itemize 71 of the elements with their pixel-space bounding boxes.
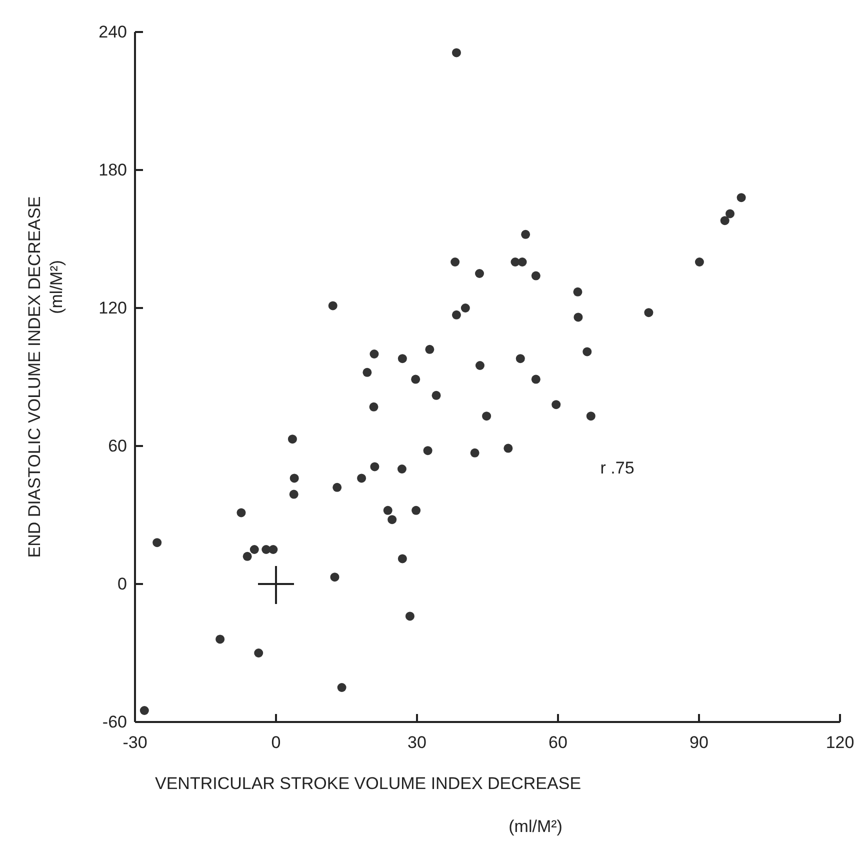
x-tick-label: 120 — [826, 733, 854, 752]
point — [412, 506, 421, 515]
point — [268, 545, 278, 554]
point — [397, 464, 406, 474]
point — [432, 390, 441, 400]
point — [475, 361, 484, 370]
annotation: r .75 — [600, 458, 634, 478]
point — [644, 308, 654, 318]
point — [328, 301, 338, 310]
point — [736, 193, 746, 202]
point — [330, 572, 340, 582]
point — [573, 287, 582, 296]
point — [452, 48, 461, 58]
point — [388, 515, 397, 524]
point — [242, 552, 252, 561]
point — [516, 354, 525, 364]
point — [370, 462, 380, 472]
point — [290, 474, 299, 483]
point — [250, 545, 259, 554]
text: VENTRICULAR STROKE VOLUME INDEX DECREASE (ml/M²) — [155, 774, 582, 836]
point — [337, 683, 346, 692]
point — [586, 412, 596, 421]
point — [236, 508, 246, 518]
point — [258, 566, 294, 604]
point — [470, 448, 480, 458]
point — [582, 347, 592, 356]
point — [531, 374, 540, 384]
x-tick-label: -30 — [122, 733, 148, 752]
y-axis-title: END DIASTOLIC VOLUME INDEX DECREASE (ml/M²) — [25, 196, 66, 558]
point — [254, 648, 264, 658]
point — [726, 209, 735, 218]
point — [531, 271, 540, 280]
point — [383, 506, 392, 515]
point — [289, 490, 298, 499]
point — [398, 354, 407, 364]
y-tick-label: 180 — [98, 160, 127, 180]
point — [362, 368, 372, 377]
point — [398, 554, 407, 564]
point — [357, 474, 366, 483]
point — [504, 444, 513, 453]
y-tick-label: 60 — [108, 436, 127, 456]
y-tick-label: 120 — [98, 298, 127, 318]
x-tick-label: 0 — [271, 733, 281, 752]
x-tick-label: 60 — [548, 733, 568, 752]
point — [288, 434, 297, 444]
point — [574, 312, 583, 322]
point — [423, 446, 432, 456]
point — [452, 310, 461, 320]
x-tick-label: 90 — [690, 733, 708, 752]
y-tick-label: 0 — [118, 574, 127, 594]
point — [369, 402, 378, 412]
point — [521, 230, 530, 239]
point — [425, 344, 434, 354]
point — [460, 304, 470, 312]
point — [518, 258, 527, 266]
point — [140, 706, 149, 715]
point — [152, 538, 162, 548]
y-tick-label: -60 — [102, 712, 127, 732]
point — [482, 412, 492, 421]
x-tick-label: 30 — [408, 733, 426, 752]
point — [552, 400, 561, 410]
point — [332, 482, 342, 492]
point — [216, 634, 225, 644]
y-tick-label: 240 — [98, 22, 127, 42]
point — [405, 612, 414, 621]
point — [370, 350, 379, 358]
point — [475, 269, 484, 278]
point — [450, 258, 460, 266]
point — [411, 374, 420, 384]
point — [720, 216, 730, 226]
point — [694, 258, 704, 266]
